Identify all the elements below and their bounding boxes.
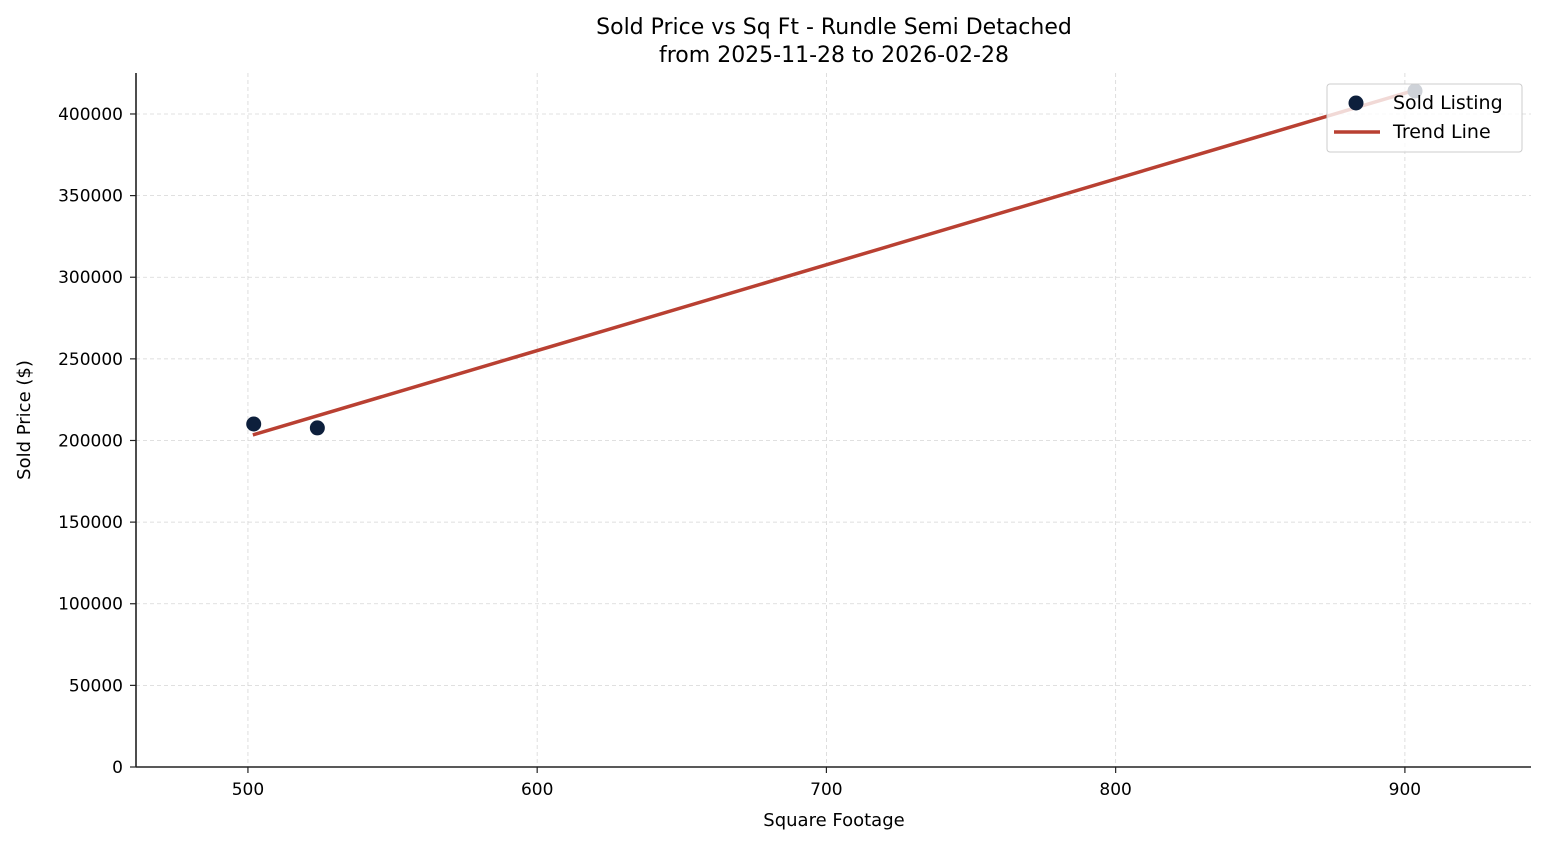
x-axis-label: Square Footage (763, 810, 904, 831)
x-tick-label: 800 (1099, 780, 1131, 800)
y-tick-label: 0 (112, 758, 123, 778)
x-tick-label: 500 (232, 780, 264, 800)
y-tick-label: 250000 (58, 350, 123, 370)
y-tick-label: 100000 (58, 595, 123, 615)
legend-label-trend-line: Trend Line (1392, 121, 1491, 143)
data-point (309, 420, 325, 436)
y-tick-label: 150000 (58, 513, 123, 533)
data-point (246, 416, 262, 432)
legend: Sold Listing Trend Line (1326, 83, 1523, 153)
chart-title: Sold Price vs Sq Ft - Rundle Semi Detach… (596, 15, 1072, 40)
x-tick-label: 700 (810, 780, 842, 800)
y-axis-label: Sold Price ($) (14, 360, 35, 480)
chart-subtitle: from 2025-11-28 to 2026-02-28 (659, 43, 1009, 68)
y-tick-label: 50000 (69, 676, 123, 696)
y-tick-label: 200000 (58, 431, 123, 451)
plot-area (246, 83, 1423, 437)
y-tick-label: 400000 (58, 105, 123, 125)
grid-lines (136, 73, 1531, 768)
legend-box (1326, 83, 1523, 153)
axes: 500 600 700 800 900 0 50000 100000 150000 200000 2… (58, 73, 1531, 800)
y-tick-label: 350000 (58, 187, 123, 207)
y-tick-label: 300000 (58, 268, 123, 288)
x-tick-label: 900 (1389, 780, 1421, 800)
trend-line (252, 88, 1416, 437)
legend-label-sold-listing: Sold Listing (1393, 92, 1503, 114)
x-tick-label: 600 (521, 780, 553, 800)
legend-marker-icon (1348, 95, 1364, 111)
